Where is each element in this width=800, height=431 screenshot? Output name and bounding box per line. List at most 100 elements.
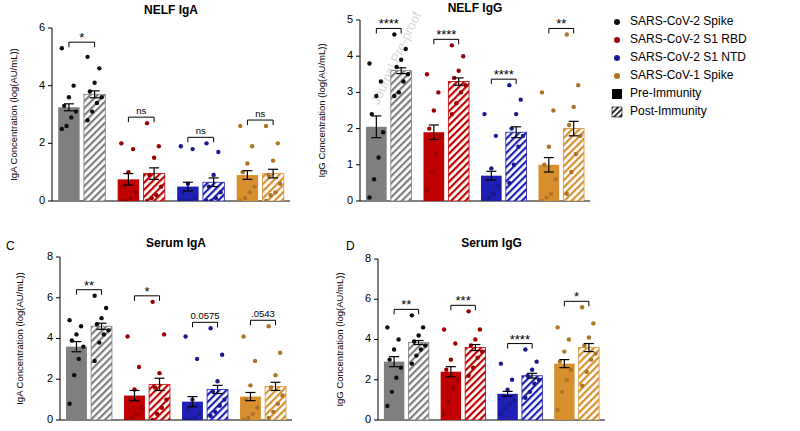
data-point: [190, 147, 194, 151]
y-axis-line: [52, 28, 53, 201]
data-point: [220, 353, 224, 357]
error-bar: [503, 391, 513, 396]
data-point: [429, 170, 433, 174]
significance-bracket: [128, 117, 154, 122]
error-cap: [187, 406, 197, 407]
data-point: [591, 321, 595, 325]
y-axis-label: IgA Concentration (log(AU/mL)): [8, 48, 19, 181]
data-point: [463, 83, 467, 87]
legend-swatch: [612, 107, 622, 117]
bar: [207, 389, 228, 420]
significance-label: **: [556, 16, 566, 31]
data-point: [81, 344, 85, 348]
data-point: [238, 124, 242, 128]
data-point: [587, 335, 591, 339]
y-tick-label: 0: [39, 194, 45, 206]
error-cap: [544, 171, 554, 172]
data-point: [593, 351, 597, 355]
data-point: [503, 406, 507, 410]
significance-bracket: [247, 120, 273, 125]
data-point: [499, 361, 503, 365]
y-tick-label: 3: [347, 85, 353, 97]
bar: [384, 362, 404, 420]
error-bar: [187, 397, 197, 407]
error-cap: [183, 190, 193, 191]
figure: Journal Pre-proofNELF IgAIgA Concentrati…: [0, 0, 800, 431]
error-bar: [149, 168, 159, 180]
data-point: [104, 306, 108, 310]
data-point: [507, 181, 511, 185]
error-cap: [527, 373, 537, 374]
data-point: [510, 378, 514, 382]
data-point: [459, 90, 463, 94]
data-point: [85, 118, 89, 122]
error-cap: [271, 382, 281, 383]
data-point: [64, 124, 68, 128]
significance-bracket: [188, 137, 214, 142]
error-cap: [503, 391, 513, 392]
data-point: [523, 347, 527, 351]
error-stem: [94, 91, 95, 98]
error-bar: [544, 158, 554, 172]
data-point: [278, 351, 282, 355]
error-stem: [154, 168, 155, 180]
data-point: [264, 124, 268, 128]
error-stem: [548, 158, 549, 172]
error-stem: [418, 341, 419, 345]
bar: [366, 127, 387, 201]
data-point: [137, 365, 141, 369]
legend-marker: [614, 37, 620, 43]
data-point: [410, 361, 414, 365]
error-cap: [90, 97, 100, 98]
data-point: [454, 101, 458, 105]
data-point: [399, 365, 403, 369]
data-point: [571, 105, 575, 109]
data-point: [188, 199, 192, 201]
error-bar: [569, 121, 579, 135]
bar: [497, 394, 517, 420]
data-point: [211, 173, 215, 177]
data-point: [248, 383, 252, 387]
data-point: [154, 193, 158, 197]
data-point: [106, 328, 110, 332]
bar: [563, 129, 584, 201]
data-point: [434, 152, 438, 156]
error-cap: [429, 139, 439, 140]
bar: [465, 348, 485, 420]
data-point: [419, 347, 423, 351]
data-point: [528, 390, 532, 394]
error-cap: [569, 121, 579, 122]
bar: [441, 372, 461, 420]
panel: Serum IgACIgA Concentration (log(AU/mL))…: [6, 236, 292, 425]
panel: NELF IgGIgG Concentration (log(AU/mL))01…: [316, 1, 590, 206]
data-point: [252, 184, 256, 188]
error-stem: [275, 382, 276, 390]
error-cap: [97, 329, 107, 330]
y-tick-label: 6: [365, 292, 371, 304]
y-tick-label: 1: [347, 158, 353, 170]
data-point: [135, 412, 139, 416]
data-point: [266, 324, 270, 328]
data-point: [119, 141, 123, 145]
error-stem: [128, 174, 129, 186]
error-cap: [209, 177, 219, 178]
significance-label: .0543: [251, 308, 275, 319]
data-point: [507, 83, 511, 87]
error-cap: [155, 390, 165, 391]
error-bar: [559, 360, 569, 368]
data-point: [421, 325, 425, 329]
data-point: [102, 332, 106, 336]
error-cap: [123, 173, 133, 174]
data-point: [466, 309, 470, 313]
error-bar: [511, 127, 521, 138]
significance-label: **: [401, 297, 411, 312]
data-point: [162, 332, 166, 336]
data-point: [410, 313, 414, 317]
data-point: [183, 334, 187, 338]
data-point: [487, 195, 491, 199]
data-point: [197, 412, 201, 416]
data-point: [60, 127, 64, 131]
data-point: [547, 145, 551, 149]
y-tick: [48, 201, 52, 202]
legend: SARS-CoV-2 SpikeSARS-CoV-2 S1 RBDSARS-Co…: [612, 14, 747, 118]
